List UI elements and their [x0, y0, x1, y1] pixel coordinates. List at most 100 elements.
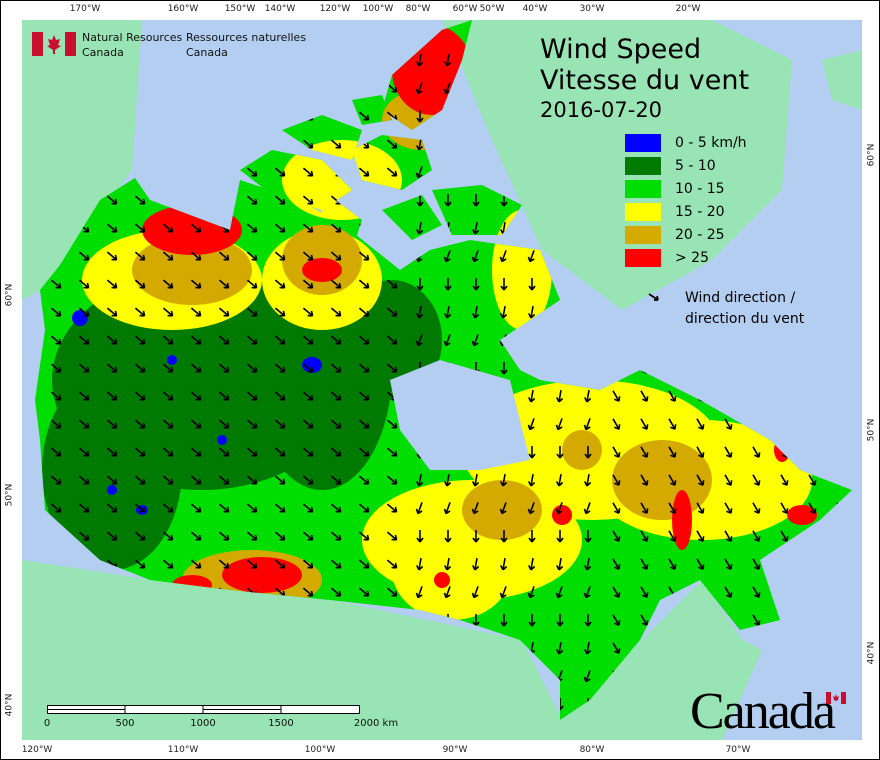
- wind-arrow: [218, 419, 230, 429]
- wind-arrow: [162, 503, 174, 513]
- wind-arrow: [106, 335, 118, 345]
- wind-arrow: [752, 530, 761, 542]
- wind-arrow: [471, 557, 480, 571]
- wind-arrow: [500, 614, 508, 627]
- wind-arrow: [640, 586, 649, 598]
- wind-arrow: [162, 391, 174, 401]
- wind-arrow: [302, 307, 314, 317]
- wind-arrow: [556, 446, 564, 459]
- wind-arrow: [668, 418, 677, 430]
- wind-arrow: [583, 557, 592, 571]
- wind-arrow: [358, 559, 370, 569]
- wind-arrow: [162, 363, 174, 373]
- wind-arrow: [358, 335, 370, 345]
- wind-arrow: [330, 223, 342, 233]
- region-0-5: [72, 310, 88, 326]
- wind-arrow: [78, 447, 90, 457]
- wind-arrow: [527, 418, 535, 431]
- wind-arrow: [358, 587, 370, 597]
- wind-arrow: [106, 447, 118, 457]
- title-en: Wind Speed: [540, 34, 702, 65]
- wind-arrow: [386, 335, 398, 345]
- wind-arrow: [471, 221, 480, 235]
- wind-arrow: [612, 502, 621, 514]
- wind-arrow: [640, 502, 649, 514]
- wind-arrow: [106, 307, 118, 317]
- legend-item: 20 - 25: [625, 226, 725, 244]
- wind-arrow: [500, 278, 508, 291]
- region-0-5: [167, 355, 177, 365]
- wind-arrow: [78, 391, 90, 401]
- wind-arrow: [302, 251, 314, 261]
- wind-arrow: [386, 307, 398, 317]
- wind-arrow: [752, 558, 761, 570]
- wind-arrow: [134, 447, 146, 457]
- wordmark-text: Canada: [690, 683, 836, 740]
- wind-arrow: [246, 251, 258, 261]
- arrow-icon: [648, 293, 659, 301]
- hudson-bay: [390, 360, 530, 470]
- wind-arrow: [416, 110, 424, 123]
- wind-arrow: [528, 614, 536, 627]
- wind-label-fr: direction du vent: [685, 311, 805, 327]
- wind-arrow: [415, 473, 424, 487]
- wind-arrow: [106, 419, 118, 429]
- wind-arrow: [780, 474, 789, 486]
- wind-arrow: [246, 531, 258, 541]
- scale-label: 1500: [268, 718, 294, 729]
- wind-arrow: [443, 586, 451, 599]
- wind-arrow: [78, 251, 90, 261]
- wind-arrow: [78, 531, 90, 541]
- region-over-25: [434, 572, 450, 588]
- wind-arrow: [78, 307, 90, 317]
- legend-swatch: [625, 134, 661, 152]
- wind-arrow: [246, 279, 258, 289]
- wind-arrow: [555, 557, 564, 571]
- region-over-25: [787, 505, 817, 525]
- legend-swatch: [625, 249, 661, 267]
- wind-arrow: [190, 391, 202, 401]
- latitude-label-left: 50°N: [4, 483, 15, 507]
- wind-arrow: [527, 250, 535, 263]
- wind-arrow: [386, 475, 398, 485]
- wind-arrow: [415, 53, 424, 67]
- wind-arrow: [218, 559, 230, 569]
- wind-arrow: [386, 503, 398, 513]
- region-over-25: [552, 505, 572, 525]
- wind-arrow: [668, 390, 677, 402]
- legend-item: 15 - 20: [625, 203, 725, 221]
- org-en-line2: Canada: [82, 46, 124, 59]
- wind-arrow: [274, 279, 286, 289]
- region-over-25: [672, 490, 692, 550]
- wind-arrow: [780, 530, 789, 542]
- wind-arrow: [134, 531, 146, 541]
- scale-label: 500: [115, 718, 135, 729]
- wind-arrow: [668, 474, 677, 486]
- wind-arrow: [612, 642, 621, 654]
- org-fr-line1: Ressources naturelles: [186, 31, 307, 44]
- region-20-25: [462, 480, 542, 540]
- region-0-5: [302, 357, 322, 373]
- wind-arrow: [386, 587, 398, 597]
- wind-arrow: [443, 557, 452, 571]
- legend-item: 0 - 5 km/h: [625, 134, 747, 152]
- legend-item: 5 - 10: [625, 157, 716, 175]
- wind-arrow: [444, 194, 452, 207]
- longitude-label-top: 120°W: [319, 4, 351, 14]
- wind-arrow: [612, 474, 621, 486]
- wind-arrow: [499, 557, 508, 571]
- wind-arrow: [78, 503, 90, 513]
- wind-arrow: [274, 503, 286, 513]
- wind-arrow: [415, 137, 424, 151]
- wind-arrow: [500, 194, 508, 207]
- wind-arrow: [218, 307, 230, 317]
- wind-arrow: [612, 446, 621, 458]
- wind-arrow: [640, 530, 649, 542]
- wind-arrow: [134, 419, 146, 429]
- wind-arrow: [780, 502, 789, 514]
- wind-arrow: [358, 419, 370, 429]
- wind-arrow: [696, 446, 705, 458]
- wind-arrow: [386, 419, 398, 429]
- wind-arrow: [302, 559, 314, 569]
- wind-arrow: [50, 307, 62, 317]
